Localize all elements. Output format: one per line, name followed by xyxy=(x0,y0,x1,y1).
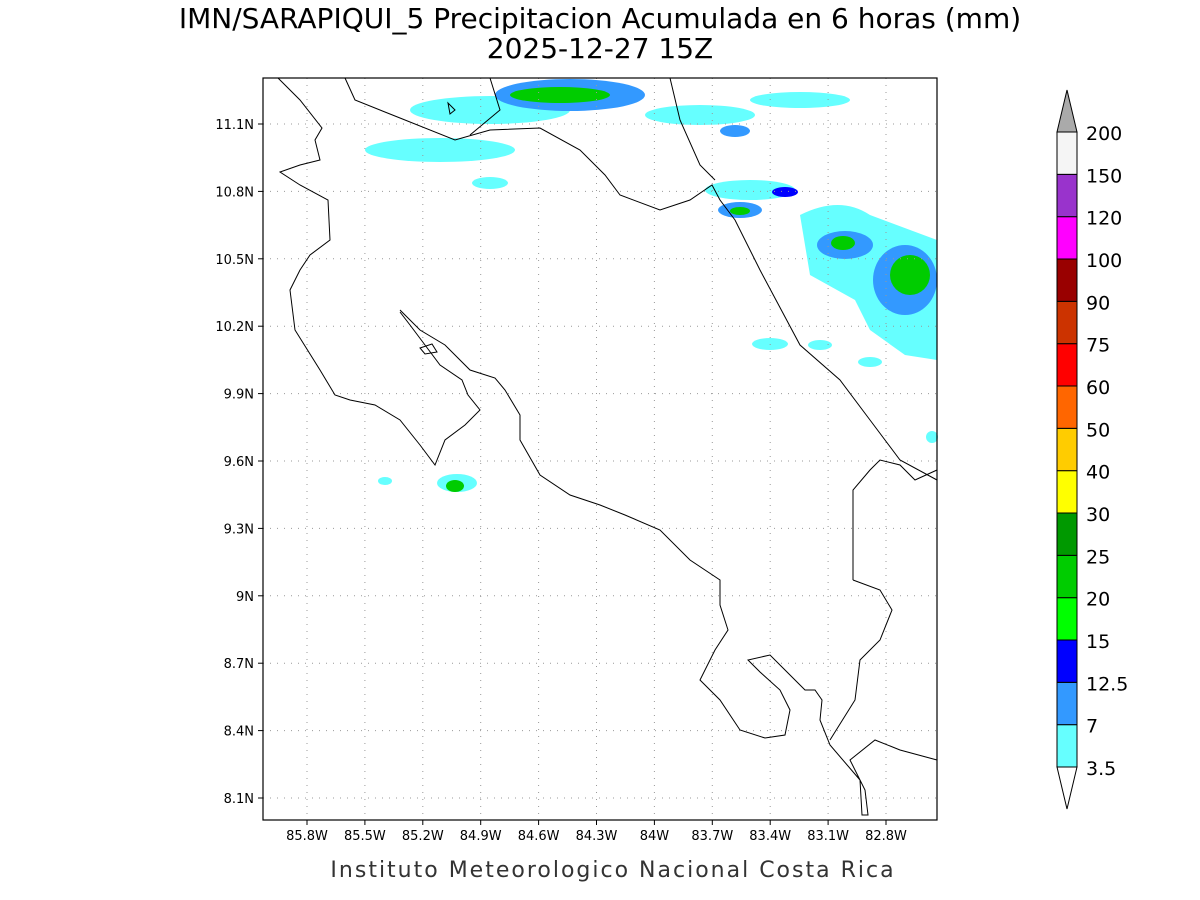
colorbar-swatch xyxy=(1056,131,1078,175)
lon-tick-label: 85.2W xyxy=(402,829,444,844)
lon-tick-label: 82.8W xyxy=(865,829,907,844)
colorbar-label: 200 xyxy=(1086,123,1122,145)
colorbar: 3.5 7 12.5 15 20 25 30 40 50 60 75 90 100 120 150 200 xyxy=(1056,89,1128,810)
lat-tick-label: 8.1N xyxy=(224,792,254,807)
colorbar-label: 20 xyxy=(1086,589,1110,611)
colorbar-label: 150 xyxy=(1086,165,1122,187)
lat-tick-label: 9.3N xyxy=(224,522,254,537)
colorbar-label: 75 xyxy=(1086,335,1110,357)
lat-tick-label: 9N xyxy=(236,590,254,605)
title: IMN/SARAPIQUI_5 Precipitacion Acumulada … xyxy=(179,2,1021,35)
coastlines xyxy=(277,77,938,816)
lat-tick-label: 8.4N xyxy=(224,725,254,740)
colorbar-swatch xyxy=(1056,597,1078,641)
lon-tick-label: 84W xyxy=(640,829,670,844)
colorbar-swatch xyxy=(1056,216,1078,260)
footer: Instituto Meteorologico Nacional Costa R… xyxy=(330,858,895,883)
colorbar-label: 15 xyxy=(1086,631,1110,653)
colorbar-label: 7 xyxy=(1086,716,1098,738)
lon-tick-label: 84.9W xyxy=(460,829,502,844)
lat-tick-label: 11.1N xyxy=(215,118,254,133)
colorbar-label: 30 xyxy=(1086,504,1110,526)
colorbar-swatch xyxy=(1056,385,1078,429)
lat-tick-label: 10.2N xyxy=(215,320,254,335)
axis-labels: 11.1N 10.8N 10.5N 10.2N 9.9N 9.6N 9.3N 9N 8.7N 8.… xyxy=(215,118,907,844)
lat-tick-label: 9.9N xyxy=(224,388,254,403)
colorbar-swatch xyxy=(1056,681,1078,726)
colorbar-label: 40 xyxy=(1086,462,1110,484)
colorbar-swatch xyxy=(1056,427,1078,472)
lon-tick-label: 84.3W xyxy=(576,829,618,844)
colorbar-swatch xyxy=(1056,343,1078,387)
colorbar-label: 50 xyxy=(1086,419,1110,441)
colorbar-label: 60 xyxy=(1086,377,1110,399)
graticule xyxy=(258,78,937,825)
colorbar-swatch xyxy=(1056,470,1078,514)
lon-tick-label: 83.1W xyxy=(807,829,849,844)
colorbar-triangle-low xyxy=(1056,766,1078,810)
plot-frame xyxy=(262,77,938,821)
colorbar-label: 120 xyxy=(1086,208,1122,230)
colorbar-label: 25 xyxy=(1086,546,1110,568)
colorbar-swatch xyxy=(1056,300,1078,345)
colorbar-swatch xyxy=(1056,173,1078,218)
lat-tick-label: 10.8N xyxy=(215,185,254,200)
colorbar-label: 90 xyxy=(1086,292,1110,314)
lat-tick-label: 8.7N xyxy=(224,657,254,672)
lat-tick-label: 10.5N xyxy=(215,253,254,268)
lon-tick-label: 84.6W xyxy=(518,829,560,844)
colorbar-swatch xyxy=(1056,639,1078,683)
lon-tick-label: 83.4W xyxy=(749,829,791,844)
lat-tick-label: 9.6N xyxy=(224,455,254,470)
colorbar-label: 3.5 xyxy=(1086,758,1116,780)
colorbar-label: 12.5 xyxy=(1086,673,1128,695)
colorbar-swatch xyxy=(1056,512,1078,556)
colorbar-label: 100 xyxy=(1086,250,1122,272)
colorbar-triangle-high xyxy=(1056,89,1078,133)
colorbar-swatch xyxy=(1056,258,1078,302)
colorbar-swatch xyxy=(1056,554,1078,599)
subtitle: 2025-12-27 15Z xyxy=(487,32,713,65)
colorbar-swatch xyxy=(1056,724,1078,768)
lon-tick-label: 83.7W xyxy=(691,829,733,844)
lon-tick-label: 85.8W xyxy=(286,829,328,844)
lon-tick-label: 85.5W xyxy=(344,829,386,844)
precipitation-field xyxy=(365,79,938,492)
